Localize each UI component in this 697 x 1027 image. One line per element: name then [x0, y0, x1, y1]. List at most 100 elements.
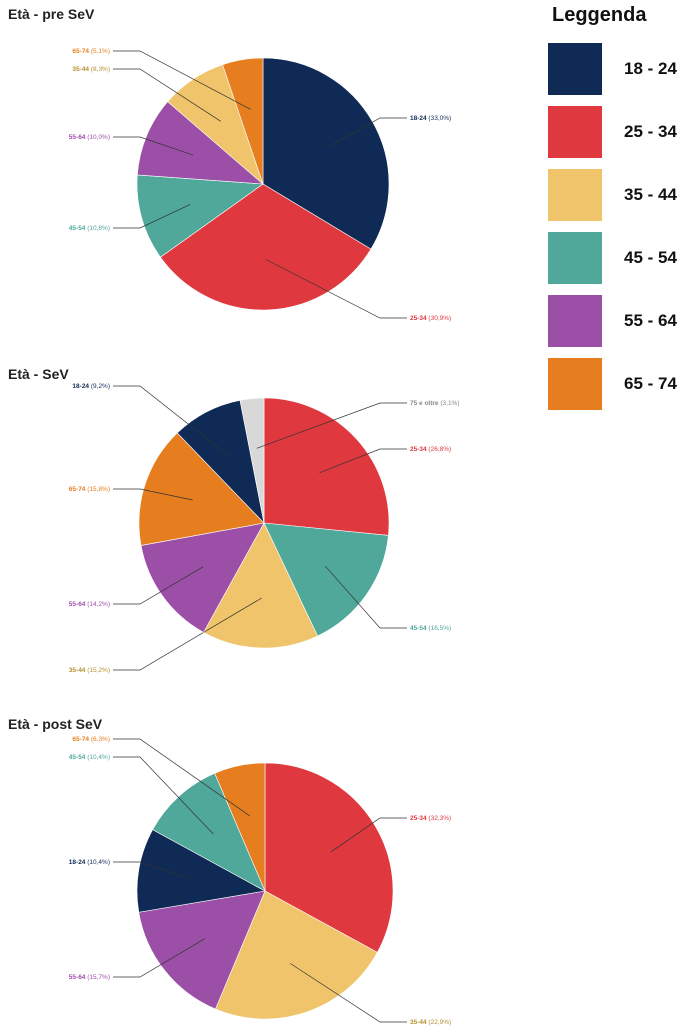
slice-data-label: 18-24 (10,4%) — [69, 859, 110, 866]
slice-category-text: 35-44 — [69, 667, 86, 674]
legend-item: 65 - 74 — [548, 358, 693, 410]
legend-swatch — [548, 358, 602, 410]
slice-data-label: 25-34 (30,9%) — [410, 315, 451, 322]
slice-percent-text: (15,7%) — [85, 974, 110, 981]
slice-data-label: 25-34 (26,8%) — [410, 446, 451, 453]
slice-category-text: 45-54 — [69, 225, 86, 232]
slice-category-text: 35-44 — [72, 66, 89, 73]
label-leader-line — [113, 738, 250, 817]
pie-slice — [140, 522, 265, 633]
label-leader-line — [256, 402, 407, 449]
slice-percent-text: (10,4%) — [85, 859, 110, 866]
slice-percent-text: (6,3%) — [89, 736, 110, 743]
legend-swatch — [548, 232, 602, 284]
slice-category-text: 55-64 — [69, 134, 86, 141]
label-leader-line — [113, 204, 191, 229]
label-leader-line — [113, 385, 230, 457]
slice-category-text: 55-64 — [69, 601, 86, 608]
label-leader-line — [113, 50, 251, 110]
slice-category-text: 35-44 — [410, 1019, 427, 1026]
slice-percent-text: (14,2%) — [85, 601, 110, 608]
legend-swatch — [548, 43, 602, 95]
label-leader-line — [328, 117, 407, 148]
legend-item: 55 - 64 — [548, 295, 693, 347]
label-leader-line — [113, 861, 190, 879]
label-leader-line — [113, 136, 194, 156]
legend: Leggenda 18 - 24 25 - 34 35 - 44 45 - 54 55 … — [548, 4, 693, 421]
slice-category-text: 55-64 — [69, 974, 86, 981]
label-leader-line — [113, 566, 204, 605]
slice-data-label: 45-54 (16,5%) — [410, 625, 451, 632]
pie-slice — [136, 174, 264, 258]
slice-category-text: 18-24 — [410, 115, 427, 122]
pie-slice — [264, 762, 394, 953]
pie-charts-canvas: 18-24 (33,0%) 25-34 (30,9%) 45-54 (10,8%) 5… — [69, 48, 460, 1026]
slice-data-label: 25-34 (32,3%) — [410, 815, 451, 822]
legend-swatch — [548, 169, 602, 221]
legend-item: 35 - 44 — [548, 169, 693, 221]
pie-slice — [160, 183, 372, 311]
slice-category-text: 65-74 — [72, 736, 89, 743]
slice-percent-text: (26,8%) — [427, 446, 452, 453]
label-leader-line — [325, 565, 407, 629]
label-leader-line — [330, 817, 407, 853]
pie-slice — [214, 762, 266, 892]
slice-percent-text: (15,2%) — [85, 667, 110, 674]
slice-percent-text: (33,0%) — [427, 115, 452, 122]
legend-label: 55 - 64 — [624, 311, 677, 330]
pie-slice — [138, 432, 265, 546]
slice-percent-text: (10,0%) — [85, 134, 110, 141]
slice-percent-text: (9,2%) — [89, 383, 110, 390]
chart-title-post-sev: Età - post SeV — [8, 716, 103, 732]
slice-category-text: 25-34 — [410, 815, 427, 822]
legend-label: 35 - 44 — [624, 185, 677, 204]
legend-label: 18 - 24 — [624, 59, 677, 78]
slice-percent-text: (32,3%) — [427, 815, 452, 822]
label-leader-line — [265, 259, 407, 319]
label-leader-line — [113, 938, 205, 978]
slice-data-label: 55-64 (14,2%) — [69, 601, 110, 608]
pie-slice — [138, 890, 266, 1010]
legend-swatch — [548, 295, 602, 347]
slice-data-label: 35-44 (15,2%) — [69, 667, 110, 674]
slice-percent-text: (22,9%) — [427, 1019, 452, 1026]
pie-slice — [152, 772, 266, 892]
label-leader-line — [113, 756, 214, 835]
slice-data-label: 35-44 (22,9%) — [410, 1019, 451, 1026]
pie-slice — [222, 57, 264, 185]
slice-category-text: 25-34 — [410, 315, 427, 322]
legend-item: 18 - 24 — [548, 43, 693, 95]
pie-slice — [137, 101, 264, 185]
pie-slice — [263, 397, 390, 536]
slice-data-label: 35-44 (8,3%) — [72, 66, 110, 73]
slice-percent-text: (10,8%) — [85, 225, 110, 232]
slice-data-label: 45-54 (10,8%) — [69, 225, 110, 232]
slice-data-label: 55-64 (15,7%) — [69, 974, 110, 981]
slice-data-label: 75 e oltre (3,1%) — [410, 400, 460, 407]
chart-title-pre-sev: Età - pre SeV — [8, 6, 95, 22]
legend-item: 45 - 54 — [548, 232, 693, 284]
pie-slice — [215, 890, 378, 1020]
slice-category-text: 65-74 — [69, 486, 86, 493]
chart-title-sev: Età - SeV — [8, 366, 69, 382]
slice-percent-text: (15,8%) — [85, 486, 110, 493]
legend-swatch — [548, 106, 602, 158]
slice-percent-text: (16,5%) — [427, 625, 452, 632]
label-leader-line — [319, 448, 407, 474]
label-leader-line — [113, 488, 193, 501]
slice-data-label: 65-74 (5,1%) — [72, 48, 110, 55]
slice-category-text: 65-74 — [72, 48, 89, 55]
slice-category-text: 45-54 — [69, 754, 86, 761]
legend-label: 45 - 54 — [624, 248, 677, 267]
label-leader-line — [290, 963, 407, 1023]
label-leader-line — [113, 68, 221, 122]
legend-items: 18 - 24 25 - 34 35 - 44 45 - 54 55 - 64 65 - … — [548, 43, 693, 410]
slice-percent-text: (5,1%) — [89, 48, 110, 55]
slice-data-label: 18-24 (33,0%) — [410, 115, 451, 122]
label-leader-line — [113, 597, 262, 671]
legend-title: Leggenda — [552, 4, 647, 26]
slice-data-label: 65-74 (15,8%) — [69, 486, 110, 493]
slice-data-label: 45-54 (10,4%) — [69, 754, 110, 761]
slice-data-label: 65-74 (6,3%) — [72, 736, 110, 743]
slice-data-label: 18-24 (9,2%) — [72, 383, 110, 390]
